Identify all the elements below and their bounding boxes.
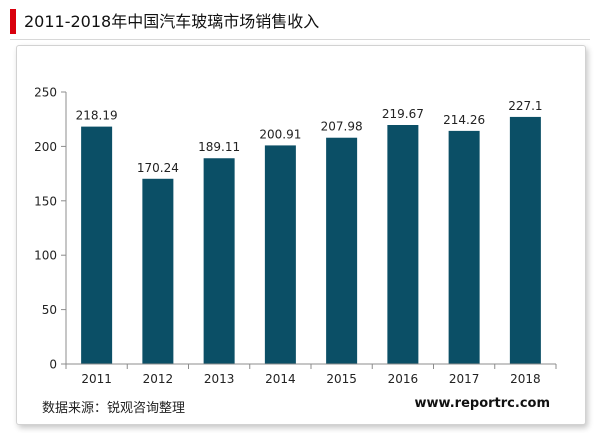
bar-value-label: 189.11 [198,140,240,154]
bars-group: 218.19 170.24 189.11 200.91 207.98 219.67 214.… [76,99,543,365]
y-tick-label: 200 [34,140,57,154]
x-tick-label: 2014 [265,372,296,386]
x-tick-label: 2015 [326,372,357,386]
bar-value-label: 200.91 [259,127,301,141]
x-tick-label: 2013 [204,372,235,386]
x-tick-label: 2011 [81,372,112,386]
bar-2015 [326,137,358,364]
x-tick-label: 2017 [449,372,480,386]
y-tick-label: 50 [42,303,57,317]
y-tick-label: 150 [34,194,57,208]
bar-value-label: 207.98 [321,120,363,134]
bar-2014 [264,145,296,364]
website-link[interactable]: www.reportrc.com [414,396,550,411]
x-tick-label: 2012 [143,372,174,386]
bar-value-label: 218.19 [76,109,118,123]
bar-value-label: 214.26 [443,113,485,127]
x-tick-label: 2016 [388,372,419,386]
title-divider [10,39,590,40]
y-tick-label: 250 [34,86,57,100]
bar-value-label: 219.67 [382,107,424,121]
page-title: 2011-2018年中国汽车玻璃市场销售收入 [24,12,320,31]
y-tick-label: 0 [49,358,57,372]
x-axis: 2011 2012 2013 2014 2015 2016 2017 2018 [65,363,557,386]
bar-value-label: 170.24 [137,161,179,175]
bar-value-label: 227.1 [508,99,542,113]
bar-2018 [509,116,541,365]
bar-2011 [81,126,113,364]
bar-2012 [142,178,174,364]
y-tick-label: 100 [34,249,57,263]
title-accent-bar [10,9,16,34]
x-tick-label: 2018 [510,372,541,386]
bar-2016 [387,124,419,364]
bar-2013 [203,158,235,364]
data-source-note: 数据来源：锐观咨询整理 [42,401,186,416]
bar-2017 [448,130,480,364]
y-axis: 0 50 100 150 200 250 [34,86,67,372]
